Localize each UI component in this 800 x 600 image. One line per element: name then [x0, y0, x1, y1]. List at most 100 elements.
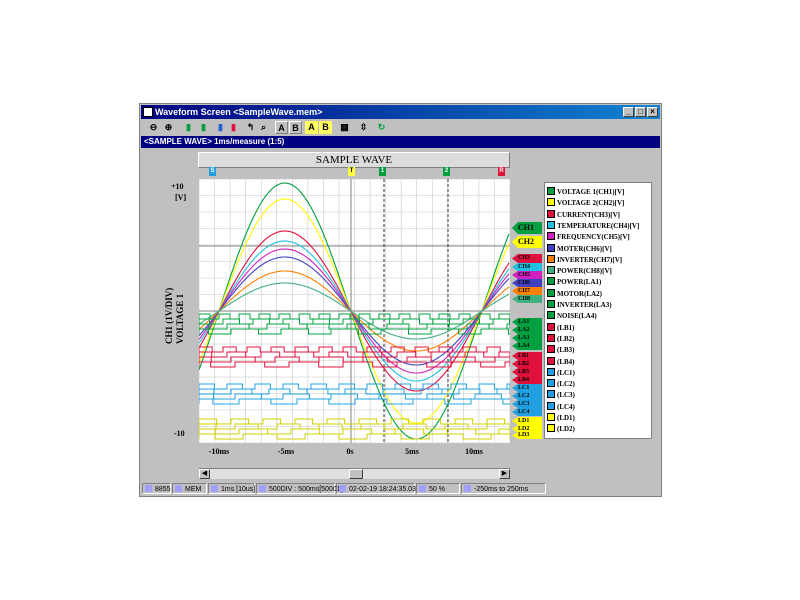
- title-bar: Waveform Screen <SampleWave.mem> _ □ ×: [141, 105, 660, 119]
- legend-item[interactable]: VOLTAGE 2(CH2)[V]: [547, 198, 624, 208]
- marker-t[interactable]: T: [348, 167, 355, 176]
- waveform-plot[interactable]: [198, 178, 511, 444]
- waveform-svg: [198, 178, 511, 444]
- legend-item[interactable]: (LD2): [547, 424, 575, 434]
- channel-tag[interactable]: CH1: [512, 222, 542, 234]
- legend-swatch-icon[interactable]: [547, 424, 555, 433]
- legend-swatch-icon[interactable]: [547, 333, 555, 342]
- legend-item[interactable]: FREQUENCY(CH5)[V]: [547, 232, 630, 242]
- legend-swatch-icon[interactable]: [547, 220, 555, 229]
- channel-tag[interactable]: CH5: [512, 271, 542, 279]
- app-icon: [143, 107, 153, 117]
- legend-swatch-icon[interactable]: [547, 367, 555, 376]
- legend-item[interactable]: (LB4): [547, 356, 575, 367]
- legend-swatch-icon[interactable]: [547, 379, 555, 388]
- channel-tag[interactable]: LC2: [512, 392, 542, 400]
- channel-tag[interactable]: LA1: [512, 318, 542, 326]
- close-icon[interactable]: ×: [647, 107, 658, 117]
- scroll-right-icon[interactable]: ▶: [499, 469, 510, 479]
- legend-swatch-icon[interactable]: [547, 187, 555, 195]
- channel-green2-icon[interactable]: ▮: [201, 122, 206, 132]
- status-cell: 50 %: [416, 483, 460, 494]
- grid-icon[interactable]: ▦: [340, 122, 349, 132]
- scroll-thumb[interactable]: [349, 469, 363, 479]
- legend-item[interactable]: CURRENT(CH3)[V]: [547, 209, 620, 220]
- channel-tag[interactable]: LB4: [512, 376, 542, 384]
- channel-tag[interactable]: LD3: [512, 432, 542, 439]
- search-icon[interactable]: ⌕: [260, 122, 267, 132]
- legend-item[interactable]: (LC4): [547, 401, 575, 412]
- minimize-icon[interactable]: _: [623, 107, 634, 117]
- legend-item[interactable]: TEMPERATURE(CH4)[V]: [547, 220, 639, 231]
- cursor-icon[interactable]: ↰: [246, 122, 255, 132]
- channel-tag[interactable]: CH3: [512, 254, 542, 263]
- legend-item[interactable]: MOTOR(LA2): [547, 288, 602, 299]
- legend-swatch-icon[interactable]: [547, 277, 555, 286]
- marker-s[interactable]: S: [209, 167, 216, 176]
- text-a-icon[interactable]: A: [275, 121, 288, 134]
- maximize-icon[interactable]: □: [635, 107, 646, 117]
- legend-item[interactable]: POWER(CH8)[V]: [547, 266, 612, 276]
- channel-tag[interactable]: LB3: [512, 368, 542, 376]
- legend-item[interactable]: (LB1): [547, 322, 575, 333]
- channel-blue-icon[interactable]: ▮: [218, 122, 223, 132]
- legend-swatch-icon[interactable]: [547, 232, 555, 241]
- channel-tag[interactable]: CH2: [512, 236, 542, 248]
- marker-1[interactable]: 1: [379, 167, 386, 176]
- legend-item[interactable]: INVERTER(CH7)[V]: [547, 254, 622, 265]
- legend-item[interactable]: (LB3): [547, 345, 575, 355]
- channel-tag[interactable]: CH7: [512, 287, 542, 295]
- legend-item[interactable]: (LC2): [547, 379, 575, 389]
- channel-green-icon[interactable]: ▮: [186, 122, 191, 132]
- text-b-icon[interactable]: B: [289, 121, 302, 134]
- legend-swatch-icon[interactable]: [547, 209, 555, 218]
- legend-item[interactable]: (LC1): [547, 367, 575, 378]
- marker-r[interactable]: R: [498, 167, 505, 176]
- channel-tag[interactable]: LC1: [512, 384, 542, 392]
- legend-swatch-icon[interactable]: [547, 243, 555, 252]
- legend-swatch-icon[interactable]: [547, 390, 555, 399]
- legend-swatch-icon[interactable]: [547, 311, 555, 320]
- legend-swatch-icon[interactable]: [547, 413, 555, 421]
- channel-tag[interactable]: LB2: [512, 360, 542, 368]
- channel-tag[interactable]: LD2: [512, 425, 542, 433]
- legend-item[interactable]: (LD1): [547, 413, 575, 423]
- legend-item[interactable]: VOLTAGE 1(CH1)[V]: [547, 187, 624, 197]
- channel-tag[interactable]: LA2: [512, 326, 542, 334]
- legend-item[interactable]: (LB2): [547, 333, 575, 344]
- channel-tag[interactable]: LA3: [512, 334, 542, 342]
- split-icon[interactable]: ⇳: [359, 122, 368, 132]
- legend-swatch-icon[interactable]: [547, 266, 555, 275]
- channel-tag[interactable]: LD1: [512, 417, 542, 425]
- zoom-in-icon[interactable]: ⊕: [164, 122, 173, 132]
- channel-tag[interactable]: LB1: [512, 352, 542, 360]
- legend-swatch-icon[interactable]: [547, 322, 555, 331]
- yellow-b-icon[interactable]: B: [319, 121, 332, 134]
- channel-tag[interactable]: CH4: [512, 263, 542, 271]
- legend-item[interactable]: MOTER(CH6)[V]: [547, 243, 612, 254]
- channel-tag[interactable]: CH6: [512, 279, 542, 287]
- legend-item[interactable]: NOISE(LA4): [547, 311, 597, 321]
- yellow-a-icon[interactable]: A: [305, 121, 318, 134]
- legend-item[interactable]: INVERTER(LA3): [547, 300, 612, 310]
- channel-red-icon[interactable]: ▮: [231, 122, 236, 132]
- legend-item[interactable]: POWER(LA1): [547, 277, 601, 287]
- channel-tag[interactable]: LC4: [512, 408, 542, 416]
- legend-swatch-icon[interactable]: [547, 288, 555, 297]
- horizontal-scrollbar[interactable]: ◀ ▶: [199, 468, 510, 479]
- channel-tag[interactable]: CH8: [512, 295, 542, 303]
- refresh-icon[interactable]: ↻: [377, 122, 386, 132]
- legend-swatch-icon[interactable]: [547, 300, 555, 308]
- legend-swatch-icon[interactable]: [547, 198, 555, 207]
- status-cell: -250ms to 250ms: [461, 483, 546, 494]
- zoom-out-icon[interactable]: ⊖: [149, 122, 158, 132]
- scroll-left-icon[interactable]: ◀: [199, 469, 210, 479]
- legend-swatch-icon[interactable]: [547, 254, 555, 263]
- legend-swatch-icon[interactable]: [547, 345, 555, 354]
- channel-tag[interactable]: LC3: [512, 400, 542, 408]
- channel-tag[interactable]: LA4: [512, 342, 542, 350]
- marker-2[interactable]: 2: [443, 167, 450, 176]
- legend-item[interactable]: (LC3): [547, 390, 575, 400]
- legend-swatch-icon[interactable]: [547, 356, 555, 365]
- legend-swatch-icon[interactable]: [547, 401, 555, 410]
